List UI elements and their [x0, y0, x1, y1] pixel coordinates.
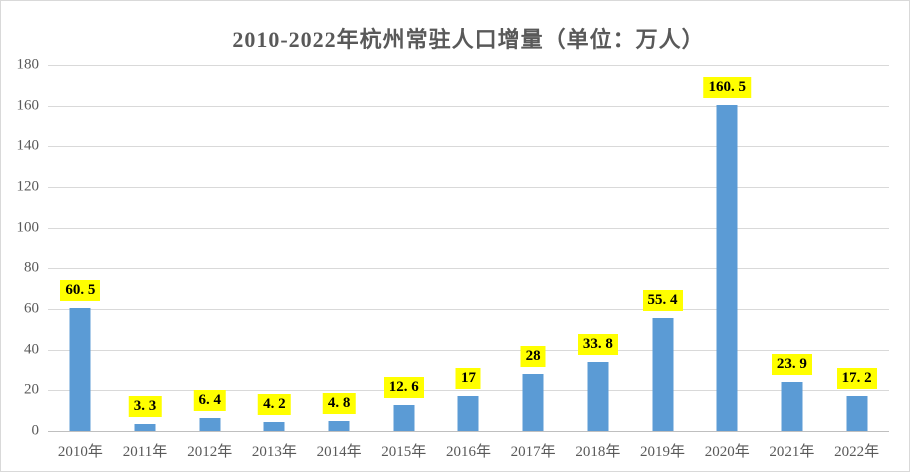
y-axis-tick-label: 80: [24, 259, 39, 276]
y-axis-tick-label: 100: [16, 219, 40, 236]
y-axis-tick-label: 40: [24, 341, 39, 358]
bar-slot: 28: [501, 65, 566, 431]
bar-slot: 17: [436, 65, 501, 431]
bar-value-label: 28: [520, 346, 546, 368]
x-axis-label: 2018年: [575, 444, 621, 460]
bar-value-label: 12. 6: [383, 377, 424, 399]
bar: [134, 424, 156, 431]
bar: [393, 405, 415, 431]
gridline: [48, 187, 889, 189]
bar: [781, 382, 803, 431]
gridline: [48, 268, 889, 270]
bar-slot: 33. 8: [566, 65, 631, 431]
x-axis-label: 2011年: [122, 444, 168, 460]
gridline: [48, 227, 889, 229]
gridlines: [48, 65, 889, 432]
bar-value-label: 17. 2: [836, 368, 877, 390]
bar-slot: 160. 5: [695, 65, 760, 431]
bar-slot: 60. 5: [48, 65, 113, 431]
bar-value-label: 55. 4: [642, 290, 683, 312]
y-axis-tick-label: 20: [24, 381, 39, 398]
x-axis-label: 2022年: [834, 444, 880, 460]
x-axis-label: 2017年: [510, 444, 556, 460]
gridline: [48, 65, 889, 66]
bar-slot: 55. 4: [630, 65, 695, 431]
bar-slot: 3. 3: [113, 65, 178, 431]
gridline: [48, 146, 889, 148]
bar-value-label: 3. 3: [128, 396, 162, 418]
y-axis-tick-label: 180: [16, 56, 40, 73]
x-axis-label: 2021年: [769, 444, 815, 460]
bar-value-label: 160. 5: [703, 76, 751, 98]
x-axis-label: 2013年: [251, 444, 297, 460]
bar: [846, 396, 868, 431]
bar: [199, 418, 221, 431]
gridline: [48, 349, 889, 351]
x-axis-label: 2012年: [187, 444, 233, 460]
x-axis: 2010年 2011年 2012年 2013年 2014年 2015年 2016年 2017年…: [48, 440, 889, 461]
gridline: [48, 309, 889, 311]
x-axis-label: 2015年: [381, 444, 427, 460]
x-axis-line: [48, 431, 889, 432]
x-axis-label: 2014年: [316, 444, 362, 460]
bar: [522, 374, 544, 431]
bar-value-label: 23. 9: [771, 354, 812, 376]
plot-area: 60. 5 3. 3 6. 4 4. 2 4. 8 12. 6 17 28 33. 8 55. 4…: [48, 65, 889, 432]
x-axis-label: 2020年: [704, 444, 750, 460]
bar: [652, 318, 674, 431]
y-axis-tick-label: 0: [31, 422, 40, 439]
y-axis-tick-label: 140: [16, 137, 40, 154]
bar: [716, 104, 738, 431]
bar: [457, 396, 479, 431]
gridline: [48, 105, 889, 107]
x-axis-label: 2016年: [445, 444, 491, 460]
bar-slot: 6. 4: [177, 65, 242, 431]
x-axis-label: 2010年: [57, 444, 103, 460]
bar: [587, 362, 609, 431]
y-axis-tick-label: 160: [16, 97, 40, 114]
bars-layer: 60. 5 3. 3 6. 4 4. 2 4. 8 12. 6 17 28 33. 8 55. 4…: [48, 65, 889, 431]
y-axis-tick-label: 60: [24, 300, 39, 317]
chart-title: 2010-2022年杭州常驻人口增量（单位：万人）: [232, 27, 705, 52]
bar-value-label: 17: [455, 368, 481, 390]
x-axis-label: 2019年: [640, 444, 686, 460]
y-axis: 0 20 40 60 80 100 120 140 160 180: [1, 57, 42, 438]
bar: [263, 422, 285, 431]
bar-value-label: 4. 2: [258, 394, 291, 416]
bar: [69, 307, 91, 431]
gridline: [48, 390, 889, 392]
bar-value-label: 6. 4: [193, 390, 226, 411]
y-axis-tick-label: 120: [16, 178, 40, 195]
bar-slot: 4. 2: [242, 65, 307, 431]
bar-value-label: 60. 5: [60, 279, 101, 301]
bar-slot: 12. 6: [371, 65, 436, 431]
bar-slot: 4. 8: [307, 65, 372, 431]
bar-value-label: 4. 8: [322, 393, 356, 415]
bar: [328, 421, 350, 431]
bar-slot: 17. 2: [824, 65, 889, 431]
bar-value-label: 33. 8: [577, 334, 618, 356]
bar-slot: 23. 9: [760, 65, 825, 431]
